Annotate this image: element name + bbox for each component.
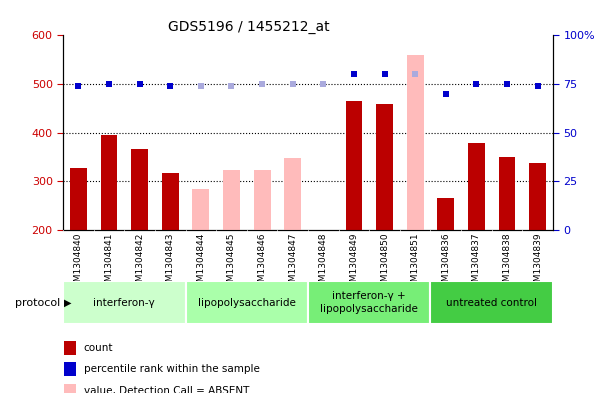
- Bar: [346, 101, 362, 230]
- Text: protocol: protocol: [15, 298, 60, 308]
- Text: interferon-γ: interferon-γ: [94, 298, 155, 308]
- Text: interferon-γ +
lipopolysaccharide: interferon-γ + lipopolysaccharide: [320, 292, 418, 314]
- Text: ▶: ▶: [64, 298, 72, 308]
- Bar: [70, 168, 87, 230]
- Text: count: count: [84, 343, 113, 353]
- Text: GDS5196 / 1455212_at: GDS5196 / 1455212_at: [168, 20, 330, 34]
- Bar: [284, 158, 301, 230]
- Text: value, Detection Call = ABSENT: value, Detection Call = ABSENT: [84, 386, 249, 393]
- Bar: [308, 281, 430, 324]
- Bar: [192, 189, 209, 230]
- Bar: [499, 157, 516, 230]
- Bar: [376, 105, 393, 230]
- Bar: [63, 281, 186, 324]
- Bar: [254, 170, 270, 230]
- Bar: [223, 170, 240, 230]
- Bar: [407, 55, 424, 230]
- Bar: [438, 198, 454, 230]
- Text: untreated control: untreated control: [446, 298, 537, 308]
- Bar: [64, 384, 76, 393]
- Text: percentile rank within the sample: percentile rank within the sample: [84, 364, 260, 374]
- Bar: [529, 163, 546, 230]
- Text: lipopolysaccharide: lipopolysaccharide: [198, 298, 296, 308]
- Bar: [186, 281, 308, 324]
- Bar: [430, 281, 553, 324]
- Bar: [64, 341, 76, 354]
- Bar: [162, 173, 178, 230]
- Bar: [468, 143, 485, 230]
- Bar: [64, 362, 76, 376]
- Bar: [131, 149, 148, 230]
- Bar: [100, 135, 117, 230]
